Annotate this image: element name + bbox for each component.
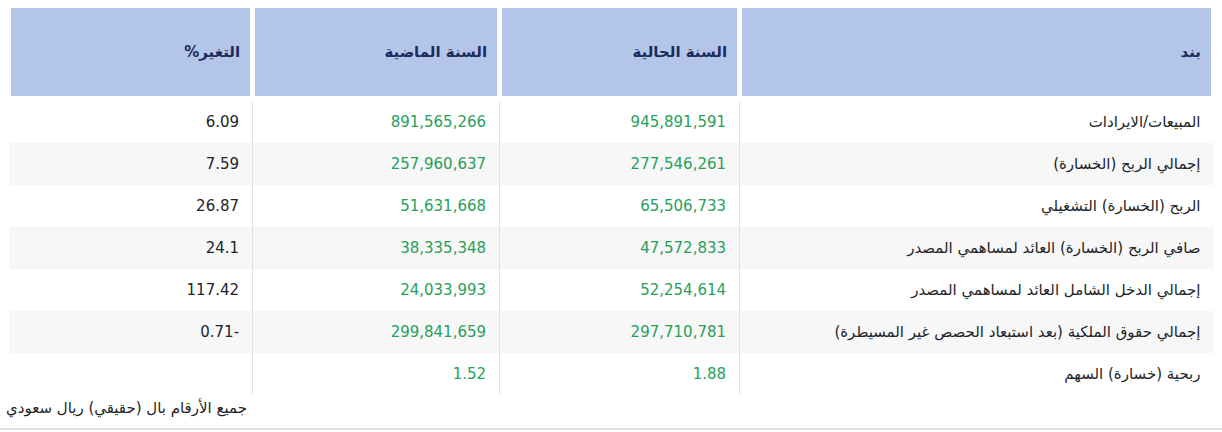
numeric-value: 1.52	[453, 365, 486, 383]
table-row: إجمالي الدخل الشامل العائد لمساهمي المصد…	[9, 269, 1214, 311]
numeric-value: 277,546,261	[631, 155, 726, 173]
table-row: إجمالي الربح (الخسارة) 277,546,261 257,960…	[9, 143, 1214, 185]
previous-year-cell: 257,960,637	[253, 143, 500, 185]
table-row: ربحية (خسارة) السهم 1.88 1.52	[9, 353, 1214, 395]
table-header-row: بند السنة الحالية السنة الماضية التغير%	[9, 6, 1214, 99]
table-header: بند السنة الحالية السنة الماضية التغير%	[9, 6, 1214, 99]
numeric-value: 257,960,637	[391, 155, 486, 173]
current-year-cell: 52,254,614	[500, 269, 740, 311]
numeric-value: 297,710,781	[631, 323, 726, 341]
previous-year-cell: 299,841,659	[253, 311, 500, 353]
change-pct-cell: 7.59	[9, 143, 253, 185]
current-year-cell: 65,506,733	[500, 185, 740, 227]
numeric-value: 1.88	[693, 365, 726, 383]
current-year-cell: 277,546,261	[500, 143, 740, 185]
change-pct-cell: 117.42	[9, 269, 253, 311]
numeric-value: 24.1	[206, 239, 239, 257]
current-year-cell: 297,710,781	[500, 311, 740, 353]
previous-year-cell: 24,033,993	[253, 269, 500, 311]
table-row: إجمالي حقوق الملكية (بعد استبعاد الحصص غ…	[9, 311, 1214, 353]
numeric-value: 117.42	[187, 281, 240, 299]
item-cell: المبيعات/الايرادات	[740, 99, 1214, 144]
table-body: المبيعات/الايرادات 945,891,591 891,565,266…	[9, 99, 1214, 396]
previous-year-cell: 1.52	[253, 353, 500, 395]
numeric-value: 26.87	[196, 197, 239, 215]
item-cell: صافي الربح (الخسارة) العائد لمساهمي المص…	[740, 227, 1214, 269]
numeric-value: 51,631,668	[400, 197, 486, 215]
current-year-cell: 945,891,591	[500, 99, 740, 144]
table-row: المبيعات/الايرادات 945,891,591 891,565,266…	[9, 99, 1214, 144]
item-cell: الربح (الخسارة) التشغيلي	[740, 185, 1214, 227]
table-row: الربح (الخسارة) التشغيلي 65,506,733 51,631…	[9, 185, 1214, 227]
numeric-value: 52,254,614	[640, 281, 726, 299]
item-cell: إجمالي الدخل الشامل العائد لمساهمي المصد…	[740, 269, 1214, 311]
financial-statement-page: { "table": { "columns": [ { "key": "item…	[0, 0, 1222, 432]
change-pct-cell	[9, 353, 253, 395]
financial-summary-table: بند السنة الحالية السنة الماضية التغير% …	[6, 3, 1216, 395]
column-header-item: بند	[740, 6, 1214, 99]
change-pct-cell: 6.09	[9, 99, 253, 144]
item-cell: إجمالي حقوق الملكية (بعد استبعاد الحصص غ…	[740, 311, 1214, 353]
previous-year-cell: 38,335,348	[253, 227, 500, 269]
numeric-value: 891,565,266	[391, 113, 486, 131]
item-cell: ربحية (خسارة) السهم	[740, 353, 1214, 395]
numeric-value: 945,891,591	[631, 113, 726, 131]
change-pct-cell: 24.1	[9, 227, 253, 269]
table-row: صافي الربح (الخسارة) العائد لمساهمي المص…	[9, 227, 1214, 269]
numeric-value: 7.59	[206, 155, 239, 173]
numeric-value: 65,506,733	[640, 197, 726, 215]
current-year-cell: 1.88	[500, 353, 740, 395]
numeric-value: 299,841,659	[391, 323, 486, 341]
item-cell: إجمالي الربح (الخسارة)	[740, 143, 1214, 185]
numeric-value: 47,572,833	[640, 239, 726, 257]
footer-note: جميع الأرقام بال (حقيقي) ريال سعودي	[6, 399, 247, 417]
current-year-cell: 47,572,833	[500, 227, 740, 269]
numeric-value: 6.09	[206, 113, 239, 131]
column-header-previous-year: السنة الماضية	[253, 6, 500, 99]
change-pct-cell: 26.87	[9, 185, 253, 227]
previous-year-cell: 51,631,668	[253, 185, 500, 227]
bottom-divider	[0, 428, 1222, 430]
previous-year-cell: 891,565,266	[253, 99, 500, 144]
numeric-value: 24,033,993	[400, 281, 486, 299]
change-pct-cell: 0.71-	[9, 311, 253, 353]
numeric-value: 38,335,348	[400, 239, 486, 257]
column-header-current-year: السنة الحالية	[500, 6, 740, 99]
column-header-change-pct: التغير%	[9, 6, 253, 99]
numeric-value: 0.71-	[200, 323, 239, 341]
